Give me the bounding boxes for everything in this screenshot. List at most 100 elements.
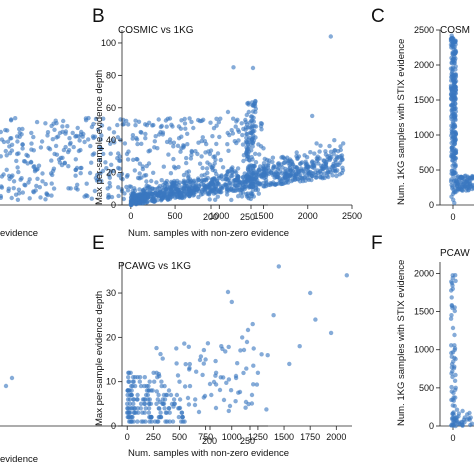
panel-e-point [137,379,142,384]
panel-a-point [17,126,22,132]
panel-b-point [266,182,271,188]
panel-e-title: PCAWG vs 1KG [118,261,191,272]
panel-a-point [256,191,261,196]
panel-e-y-axis-label: Max per-sample evidence depth [94,291,105,426]
panel-a-point [200,165,205,171]
panel-a-point [90,152,96,157]
panel-a-point [31,134,36,140]
panel-e-point [157,373,162,379]
panel-d-point [221,397,227,403]
panel-a-point [96,127,101,132]
panel-e-point [129,388,134,393]
panel-a-point [133,123,138,128]
panel-a-point [196,140,201,145]
panel-e-xtick-label: 0 [125,432,130,442]
panel-b-point [261,164,266,169]
panel-a-point [5,139,11,144]
panel-b-point [322,175,327,181]
panel-a-point [11,179,17,184]
panel-c-letter: C [371,6,385,27]
panel-a-point [20,126,25,132]
panel-f-point [449,354,454,359]
panel-c-title: COSM [440,25,470,36]
panel-a-point [168,140,173,145]
panel-e-point [147,379,152,384]
panel-b-point [133,194,138,200]
panel-b-point [151,195,156,200]
panel-b-point [211,191,217,196]
panel-c-point [452,101,458,106]
panel-a-point [215,151,221,156]
panel-b-point [287,157,293,162]
panel-a-point [157,132,162,137]
panel-a-point [154,180,159,185]
panel-b-point [145,185,150,191]
panel-a-point [111,130,117,135]
panel-b-point [234,173,240,178]
panel-f-ytick-label: 2000 [414,268,434,278]
panel-a-point [173,166,178,171]
panel-a-point [241,158,246,164]
panel-e-point [226,344,231,350]
panel-b-point [302,153,307,158]
panel-e-point [147,419,152,424]
panel-b-point [264,168,269,174]
panel-a-point [73,186,79,191]
panel-f-point [454,407,460,412]
panel-b-point [187,179,192,185]
panel-e-point [157,406,162,411]
panel-e-point [160,401,165,406]
panel-e-point [221,375,226,380]
panel-a-point [246,193,251,199]
panel-a-point [73,173,78,178]
panel-a-point [73,167,78,173]
panel-a-x-axis-label: evidence [0,228,38,239]
panel-b-point [338,144,343,149]
panel-a-point [34,119,40,125]
panel-b-point [317,149,322,154]
panel-c-point [450,158,456,163]
panel-e-xtick-label: 1500 [274,432,294,442]
panel-d-point [9,375,15,381]
panel-b-point [261,173,266,178]
panel-b-xtick-label: 1000 [209,211,229,221]
panel-c-point [453,72,458,77]
panel-a-point [43,181,48,187]
panel-b-point [339,157,344,163]
panel-a-point [82,194,87,199]
panel-e-point [241,370,246,376]
panel-b-point [240,182,245,187]
panel-a-xtick-label: 250 [240,212,255,222]
panel-a-point [9,195,14,201]
panel-a-point [134,156,139,162]
panel-e-point [158,351,163,357]
panel-e-point [213,370,219,375]
panel-a-point [86,137,91,142]
panel-a-point [188,156,194,161]
panel-e-point [152,419,158,424]
panel-b-point [270,155,276,160]
panel-e-point [209,392,214,398]
panel-a-point [14,134,20,139]
panel-b-point [208,189,213,194]
panel-b-point [254,183,259,189]
panel-e-point [125,414,130,420]
panel-a-point [186,169,192,174]
panel-b-point [152,191,158,196]
panel-b-point [310,113,315,119]
panel-e-point [226,408,231,414]
panel-a-point [208,120,213,125]
panel-a-point [137,171,142,176]
panel-e-point [194,369,199,374]
panel-a-point [44,191,49,196]
panel-c-point [452,76,457,81]
panel-b-point [235,166,241,171]
panel-a-point [107,184,113,189]
panel-b-point [328,34,333,39]
panel-e-point [128,370,133,375]
panel-b-point [131,191,136,196]
panel-a-point [239,121,244,126]
panel-b-point [162,184,168,189]
panel-b-point [272,172,277,177]
panel-a-point [233,124,238,129]
